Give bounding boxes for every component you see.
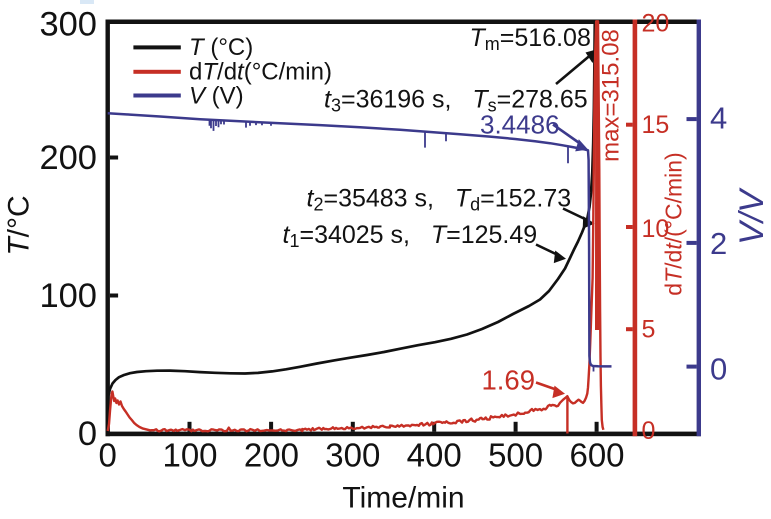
svg-text:2: 2 — [710, 226, 727, 261]
svg-text:t2=35483 s, Td=152.73: t2=35483 s, Td=152.73 — [307, 185, 572, 215]
svg-text:t3=36196 s, Ts=278.65: t3=36196 s, Ts=278.65 — [324, 86, 588, 116]
svg-text:400: 400 — [407, 437, 462, 474]
svg-text:t1=34025 s, T=125.49: t1=34025 s, T=125.49 — [283, 221, 538, 251]
svg-text:0: 0 — [642, 417, 656, 445]
svg-text:15: 15 — [642, 111, 670, 139]
svg-text:dT/dt/(°C/min): dT/dt/(°C/min) — [661, 152, 687, 295]
svg-text:Time/min: Time/min — [342, 482, 464, 515]
svg-text:600: 600 — [569, 437, 624, 474]
svg-text:200: 200 — [244, 437, 299, 474]
svg-text:dT/dt(°C/min): dT/dt(°C/min) — [189, 58, 332, 85]
svg-text:3.4486: 3.4486 — [480, 110, 560, 140]
svg-text:5: 5 — [642, 316, 656, 344]
svg-text:max=315.08: max=315.08 — [598, 29, 625, 162]
svg-text:4: 4 — [710, 101, 727, 136]
svg-text:500: 500 — [488, 437, 543, 474]
svg-text:1.69: 1.69 — [482, 365, 536, 396]
svg-text:10: 10 — [642, 215, 670, 243]
svg-text:V/V: V/V — [733, 187, 771, 245]
svg-text:V (V): V (V) — [189, 83, 244, 110]
svg-text:300: 300 — [325, 437, 380, 474]
svg-text:0: 0 — [99, 437, 117, 474]
svg-text:0: 0 — [78, 415, 97, 453]
svg-text:300: 300 — [39, 6, 97, 44]
svg-text:200: 200 — [39, 139, 97, 177]
svg-text:T/°C: T/°C — [3, 195, 36, 255]
svg-text:T (°C): T (°C) — [189, 34, 253, 61]
svg-text:100: 100 — [39, 277, 97, 315]
svg-text:20: 20 — [642, 10, 670, 38]
svg-text:Tm=516.08: Tm=516.08 — [470, 24, 591, 54]
svg-text:0: 0 — [710, 352, 727, 387]
svg-text:100: 100 — [162, 437, 217, 474]
